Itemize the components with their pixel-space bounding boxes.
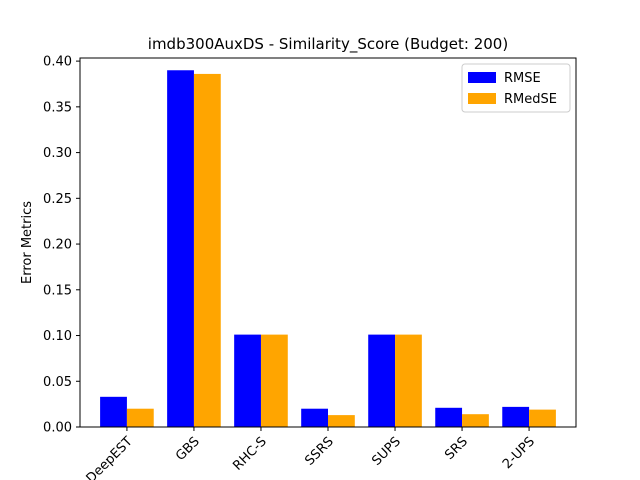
bar-rmse-sups [368, 334, 396, 427]
x-tick-label: SUPS [369, 434, 404, 469]
legend-swatch-rmedse [468, 93, 496, 104]
y-tick-label: 0.40 [43, 55, 72, 70]
legend-label-rmse: RMSE [504, 71, 541, 86]
y-axis-title: Error Metrics [20, 201, 35, 284]
y-tick-label: 0.35 [43, 100, 72, 115]
bar-rmedse-ssrs [328, 415, 355, 427]
y-tick-label: 0.20 [43, 238, 72, 253]
bar-rmse-rhc-s [234, 334, 261, 427]
y-tick-label: 0.30 [43, 146, 72, 161]
y-tick-label: 0.00 [43, 421, 72, 436]
bar-rmedse-sups [395, 334, 422, 427]
x-tick-label: SRS [442, 434, 471, 463]
legend: RMSE RMedSE [461, 63, 571, 113]
bar-rmse-deepest [100, 396, 127, 427]
bars-layer [100, 70, 556, 428]
x-tick-label: GBS [173, 434, 203, 464]
bar-rmedse-gbs [193, 73, 221, 428]
x-tick-label: DeepEST [84, 434, 136, 480]
y-tick-label: 0.25 [43, 192, 72, 207]
plot-frame [79, 57, 577, 428]
chart-title: imdb300AuxDS - Similarity_Score (Budget:… [148, 35, 508, 54]
bar-rmedse-deepest [126, 408, 154, 427]
bar-rmedse-srs [462, 414, 489, 427]
bar-rmse-gbs [167, 70, 194, 427]
legend-swatch-rmse [468, 72, 496, 83]
y-tick-label: 0.15 [43, 283, 72, 298]
y-tick-label: 0.10 [43, 329, 72, 344]
bar-rmse-2-ups [502, 406, 530, 427]
bar-rmedse-2-ups [529, 409, 556, 427]
y-tick-label: 0.05 [43, 375, 72, 390]
legend-label-rmedse: RMedSE [504, 92, 557, 107]
x-tick-label: 2-UPS [500, 434, 538, 472]
bar-rmse-ssrs [301, 408, 328, 427]
x-tick-label: SSRS [302, 434, 337, 469]
bar-rmse-srs [435, 407, 463, 427]
bar-rmedse-rhc-s [260, 334, 288, 427]
x-tick-label: RHC-S [230, 434, 269, 473]
